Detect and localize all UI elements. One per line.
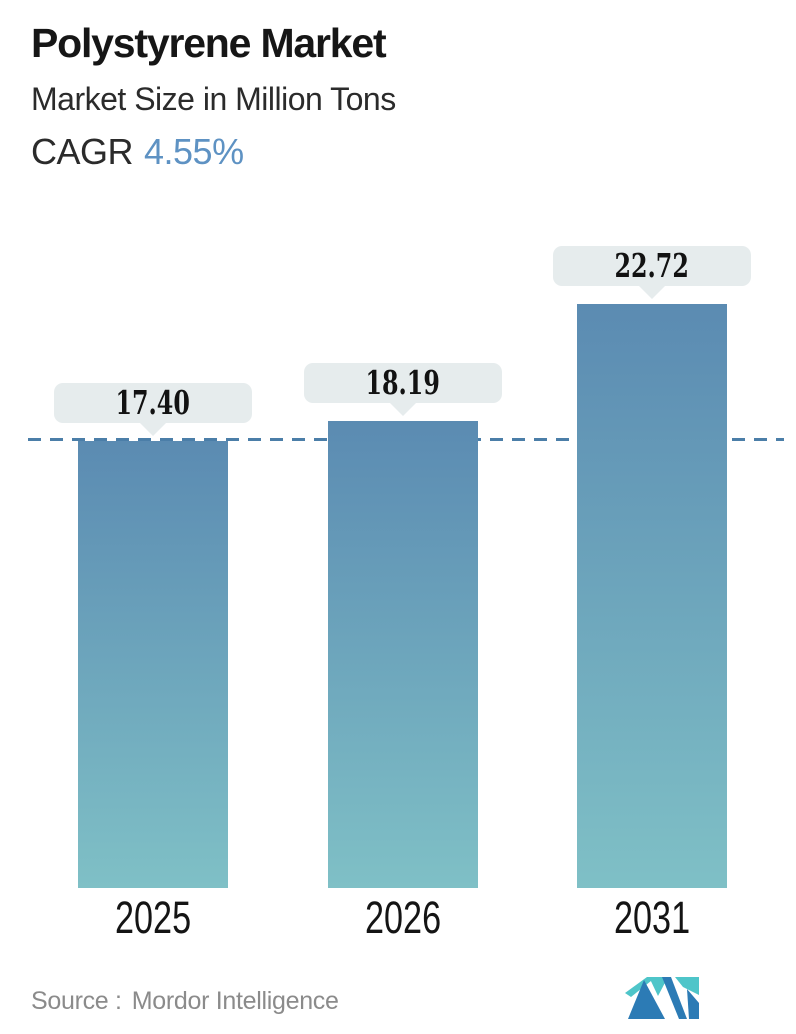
bar-2031: [577, 304, 727, 888]
mordor-intelligence-logo: [625, 977, 699, 1019]
logo-shape: [628, 980, 665, 1019]
cagr-label: CAGR: [31, 131, 134, 173]
bar-2026: [328, 421, 478, 888]
chart-header: Polystyrene Market Market Size in Millio…: [31, 20, 396, 173]
value-label: 18.19: [365, 363, 441, 402]
logo-shape: [675, 977, 699, 995]
logo-shape: [687, 989, 699, 1019]
logo-shape: [649, 977, 668, 996]
source-line: Source : Mordor Intelligence: [31, 977, 339, 1016]
cagr-line: CAGR 4.55%: [31, 131, 396, 173]
chart-footer: Source : Mordor Intelligence: [31, 977, 765, 1019]
value-label: 22.72: [614, 246, 690, 285]
value-bubble: 22.72: [553, 246, 751, 286]
x-axis-label-text: 2031: [613, 892, 691, 943]
x-axis-label-text: 2025: [114, 892, 192, 943]
source-value: Mordor Intelligence: [131, 987, 339, 1015]
value-bubble: 17.40: [54, 383, 252, 423]
x-axis-label-text: 2026: [364, 892, 442, 943]
value-label: 17.40: [115, 383, 191, 422]
x-axis-label: 2025: [29, 892, 277, 944]
source-label: Source :: [31, 987, 122, 1015]
x-axis-label: 2031: [528, 892, 776, 944]
logo-shape: [625, 977, 656, 997]
bar-2025: [78, 441, 228, 888]
logo-shape: [662, 977, 687, 1019]
cagr-value: 4.55%: [144, 131, 244, 173]
x-axis-label: 2026: [279, 892, 527, 944]
value-bubble: 18.19: [304, 363, 502, 403]
page-title: Polystyrene Market: [31, 20, 387, 66]
chart-subtitle: Market Size in Million Tons: [31, 81, 396, 118]
